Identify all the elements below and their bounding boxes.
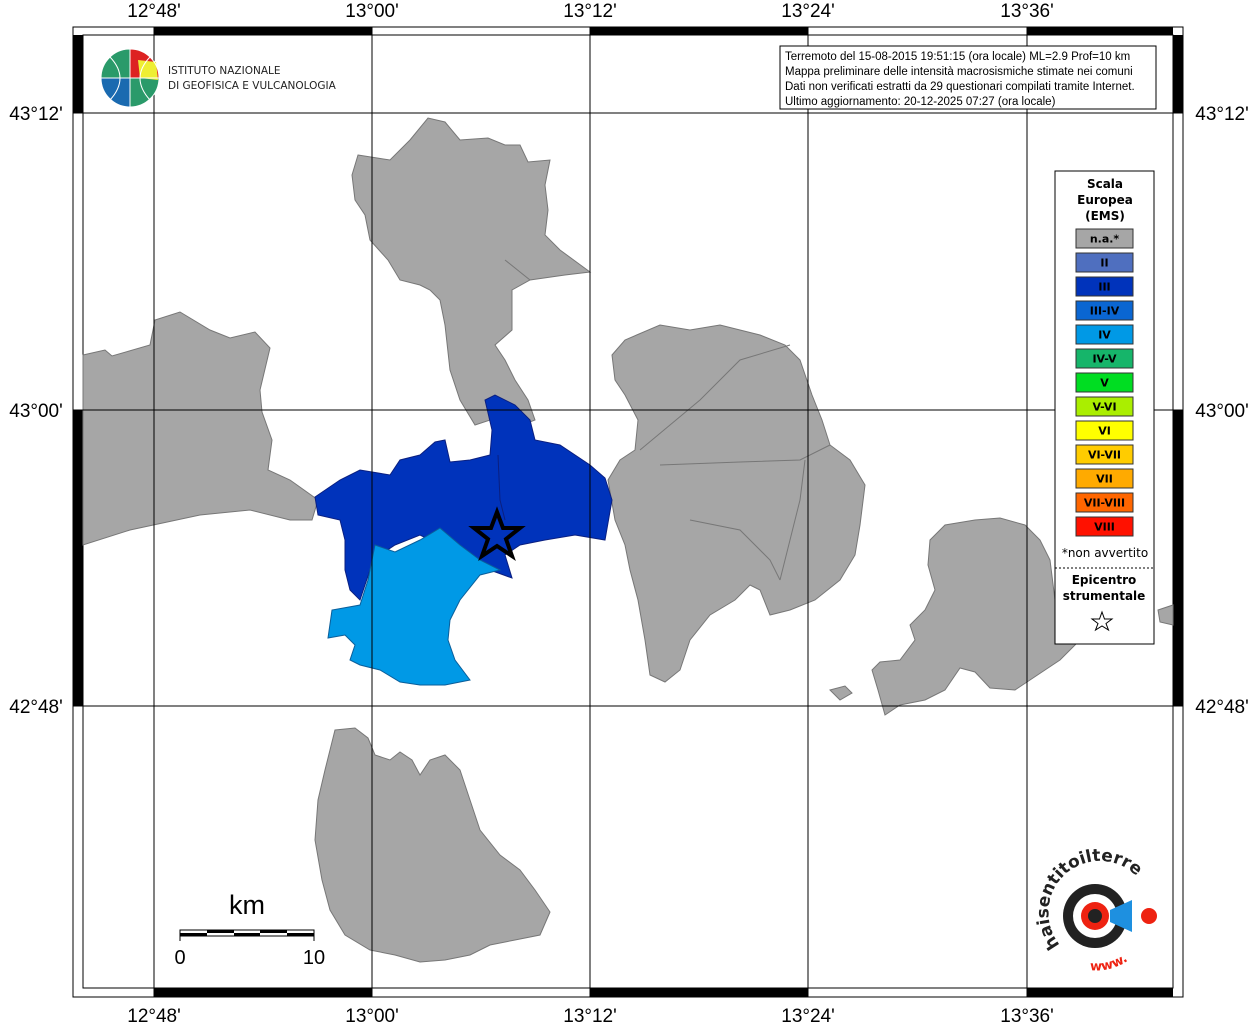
longitude-label: 13°36' xyxy=(1000,1006,1054,1024)
info-line: Dati non verificati estratti da 29 quest… xyxy=(785,81,1135,93)
intensity-border xyxy=(497,454,506,521)
legend-label: II xyxy=(1100,257,1108,270)
longitude-label: 13°24' xyxy=(781,1006,835,1024)
intensity-area-iii xyxy=(314,394,613,601)
institute-line: DI GEOFISICA E VULCANOLOGIA xyxy=(168,80,337,92)
info-box xyxy=(779,45,1157,110)
institute-line: ISTITUTO NAZIONALE xyxy=(168,65,281,77)
municipalities xyxy=(82,117,1174,963)
info-text: Terremoto del 15-08-2015 19:51:15 (ora l… xyxy=(785,51,1135,108)
epicenter-star xyxy=(468,506,526,561)
ingv-logo: ISTITUTO NAZIONALE DI GEOFISICA E VULCAN… xyxy=(100,48,337,108)
legend-label: IV xyxy=(1098,329,1111,342)
legend-title: Europea xyxy=(1077,193,1133,207)
legend-swatch xyxy=(1075,396,1134,417)
municipality-borders xyxy=(504,259,831,581)
longitude-label: 12°48' xyxy=(127,1006,181,1024)
legend-note: *non avvertito xyxy=(1062,546,1148,560)
legend-swatch xyxy=(1075,372,1134,393)
legend-epicenter: strumentale xyxy=(1063,589,1146,603)
longitude-label: 13°36' xyxy=(1000,1,1054,22)
legend-swatch xyxy=(1075,444,1134,465)
longitude-label: 12°48' xyxy=(127,1,181,22)
latitude-label: 43°12' xyxy=(1195,104,1249,125)
legend-label: VII xyxy=(1096,473,1113,486)
legend-swatch xyxy=(1075,516,1134,537)
legend-swatch xyxy=(1075,420,1134,441)
scale-tick: 0 xyxy=(174,947,185,969)
legend-swatch xyxy=(1075,492,1134,513)
legend-label: n.a.* xyxy=(1090,233,1120,246)
legend-label: VIII xyxy=(1094,521,1115,534)
latitude-label: 43°00' xyxy=(1195,401,1249,422)
info-line: Terremoto del 15-08-2015 19:51:15 (ora l… xyxy=(785,51,1130,63)
intensity-area-iv xyxy=(327,527,502,686)
legend-label: III xyxy=(1098,281,1110,294)
legend-swatch xyxy=(1075,252,1134,273)
legend-swatch xyxy=(1075,300,1134,321)
latitude-label: 43°00' xyxy=(9,401,63,422)
legend-swatch xyxy=(1075,348,1134,369)
legend-label: VI-VII xyxy=(1088,449,1121,462)
legend-swatch xyxy=(1075,324,1134,345)
longitude-label: 13°24' xyxy=(781,1,835,22)
scale-bar: km 0 10 xyxy=(174,890,325,969)
legend-swatch xyxy=(1075,276,1134,297)
longitude-label: 13°00' xyxy=(345,1006,399,1024)
longitude-label: 13°12' xyxy=(563,1006,617,1024)
legend-label: VI xyxy=(1098,425,1111,438)
legend-label: IV-V xyxy=(1092,353,1117,366)
info-line: Mappa preliminare delle intensità macros… xyxy=(785,66,1133,78)
legend-star xyxy=(1090,610,1114,632)
legend-label: V-VI xyxy=(1092,401,1116,414)
legend-swatch xyxy=(1075,468,1134,489)
latitude-label: 42°48' xyxy=(9,697,63,718)
scale-tick: 10 xyxy=(303,947,325,969)
graticule xyxy=(73,27,1183,997)
latitude-label: 42°48' xyxy=(1195,697,1249,718)
legend-label: III-IV xyxy=(1090,305,1120,318)
legend-swatch xyxy=(1075,228,1134,249)
legend-epicenter: Epicentro xyxy=(1072,573,1137,587)
frame-bars xyxy=(73,27,1183,997)
scale-unit: km xyxy=(229,890,265,920)
legend-label: VII-VIII xyxy=(1084,497,1125,510)
info-line: Ultimo aggiornamento: 20-12-2025 07:27 (… xyxy=(785,96,1056,108)
latitude-label: 43°12' xyxy=(9,104,63,125)
legend: ScalaEuropea(EMS)n.a.*IIIIIIII-IVIVIV-VV… xyxy=(1062,177,1148,603)
legend-title: (EMS) xyxy=(1085,209,1125,223)
axis-labels: 12°48' 12°48' 13°00' 13°00' 13°12' 13°12' 13°2… xyxy=(9,1,1249,1024)
legend-label: V xyxy=(1100,377,1109,390)
legend-title: Scala xyxy=(1087,177,1123,191)
longitude-label: 13°12' xyxy=(563,1,617,22)
longitude-label: 13°00' xyxy=(345,1,399,22)
